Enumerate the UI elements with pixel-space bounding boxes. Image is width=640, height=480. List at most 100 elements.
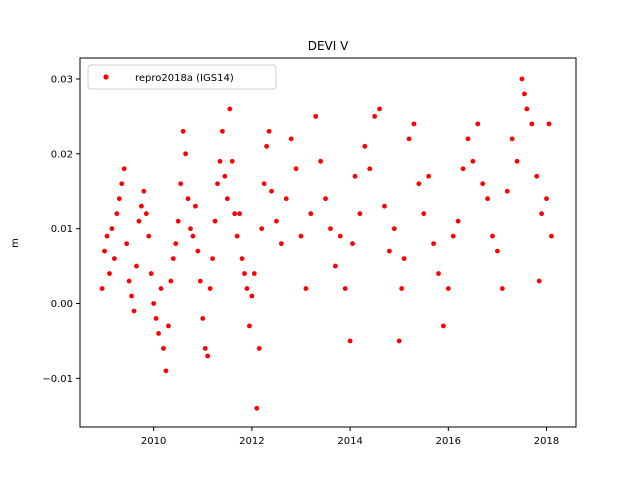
plot-points — [99, 76, 554, 411]
data-point — [332, 263, 338, 269]
data-point — [509, 136, 515, 142]
data-point — [499, 286, 505, 291]
data-point — [514, 158, 520, 164]
data-point — [377, 106, 382, 112]
data-point — [190, 233, 196, 239]
data-point — [266, 128, 272, 134]
data-point — [111, 256, 117, 261]
data-point — [337, 233, 343, 239]
data-point — [183, 151, 188, 157]
data-point — [470, 158, 476, 164]
data-point — [399, 286, 405, 291]
data-point — [445, 286, 451, 291]
data-point — [143, 211, 149, 217]
data-point — [259, 226, 265, 232]
data-point — [490, 233, 495, 239]
data-point — [148, 271, 154, 276]
y-tick-label: 0.01 — [51, 224, 73, 235]
data-point — [382, 203, 387, 209]
data-point — [391, 226, 397, 232]
data-point — [308, 211, 314, 217]
data-point — [318, 158, 324, 164]
data-point — [406, 136, 412, 142]
data-point — [138, 203, 144, 209]
data-point — [131, 308, 137, 314]
data-point — [357, 211, 363, 217]
data-point — [256, 346, 262, 351]
data-point — [229, 158, 235, 164]
data-point — [104, 233, 110, 239]
data-point — [239, 256, 245, 261]
data-point — [141, 188, 147, 194]
data-point — [534, 173, 540, 179]
y-tick-label: 0.02 — [51, 149, 73, 160]
data-point — [411, 121, 417, 127]
data-point — [441, 323, 446, 329]
data-point — [134, 263, 139, 269]
data-point — [136, 218, 142, 224]
data-point — [313, 113, 319, 119]
y-tick-label: −0.01 — [42, 374, 73, 385]
data-point — [205, 353, 211, 359]
data-point — [519, 76, 525, 82]
data-point — [195, 248, 201, 254]
data-point — [261, 181, 267, 187]
data-point — [121, 166, 127, 172]
data-point — [173, 241, 179, 247]
data-point — [188, 226, 193, 232]
data-point — [431, 241, 436, 247]
data-point — [146, 233, 152, 239]
data-point — [264, 143, 270, 149]
data-point — [220, 128, 225, 134]
data-point — [539, 211, 545, 217]
data-point — [193, 203, 198, 209]
data-point — [207, 286, 213, 291]
legend: repro2018a (IGS14) — [87, 64, 277, 90]
legend-marker — [103, 74, 109, 80]
data-point — [224, 196, 230, 202]
data-point — [549, 233, 554, 239]
data-point — [475, 121, 481, 127]
data-point — [234, 233, 240, 239]
data-point — [168, 278, 174, 284]
data-point — [396, 338, 402, 344]
data-point — [129, 293, 134, 299]
data-point — [161, 346, 166, 351]
data-point — [347, 338, 353, 344]
x-tick-label: 2012 — [239, 436, 264, 447]
data-point — [416, 181, 422, 187]
data-point — [158, 286, 164, 291]
data-point — [328, 226, 333, 232]
x-tick-label: 2014 — [337, 436, 362, 447]
data-point — [180, 128, 186, 134]
y-tick-label: 0.03 — [51, 74, 73, 85]
data-point — [293, 166, 299, 172]
x-tick-label: 2010 — [141, 436, 166, 447]
data-point — [102, 248, 107, 254]
plot-frame — [79, 57, 577, 428]
data-point — [350, 241, 355, 247]
data-point — [114, 211, 120, 217]
data-point — [222, 173, 228, 179]
data-point — [217, 158, 223, 164]
data-point — [352, 173, 358, 179]
data-point — [426, 173, 432, 179]
data-point — [197, 278, 203, 284]
data-point — [274, 218, 279, 224]
data-point — [109, 226, 115, 232]
data-point — [460, 166, 466, 172]
data-point — [227, 106, 233, 112]
data-point — [485, 196, 490, 202]
data-point — [529, 121, 535, 127]
data-point — [163, 368, 169, 374]
data-point — [283, 196, 289, 202]
data-point — [212, 218, 218, 224]
data-point — [450, 233, 456, 239]
y-axis-label: m — [10, 238, 21, 248]
data-point — [436, 271, 441, 276]
data-point — [153, 316, 159, 321]
data-point — [465, 136, 471, 142]
data-point — [254, 405, 260, 411]
data-point — [524, 106, 530, 112]
data-point — [237, 211, 243, 217]
